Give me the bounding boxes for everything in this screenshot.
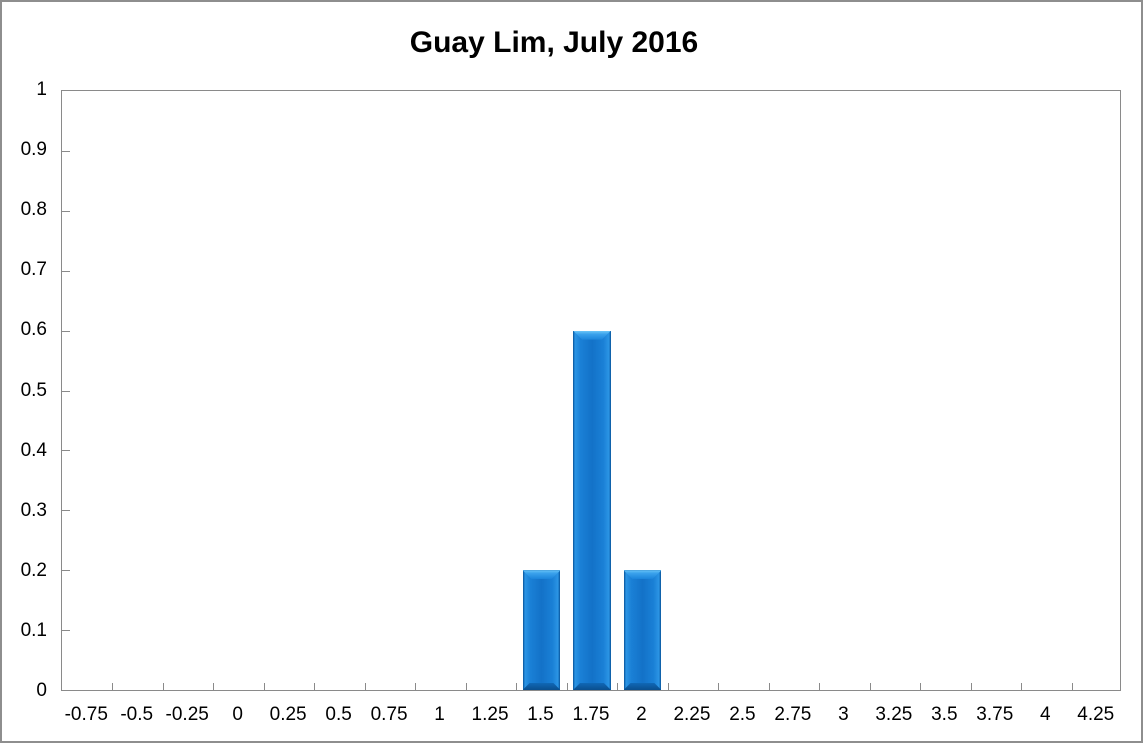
y-axis-tick: [62, 210, 70, 212]
x-axis-tick: [213, 683, 215, 690]
y-axis-tick-label: 1: [36, 79, 47, 100]
x-axis-tick-label: -0.75: [64, 704, 108, 725]
x-axis-tick-label: 2: [636, 704, 647, 725]
y-axis-tick-label: 0.4: [20, 439, 47, 461]
chart-title: Guay Lim, July 2016: [409, 26, 699, 59]
y-axis-tick-label: 0.6: [20, 319, 47, 341]
x-axis-tick-label: 1.25: [471, 704, 509, 725]
x-axis-tick-label: 0.75: [370, 704, 408, 725]
y-axis-tick: [62, 270, 70, 272]
x-axis-tick-label: 0: [232, 704, 243, 725]
y-axis-tick: [62, 150, 70, 152]
x-axis-tick-label: 3.25: [875, 704, 913, 725]
x-axis-tick: [1021, 683, 1023, 690]
x-axis-tick-label: 3.5: [931, 704, 958, 725]
y-axis-tick-label: 0.7: [20, 259, 47, 281]
x-axis-tick: [516, 683, 518, 690]
y-axis-tick-label: 0.3: [20, 499, 47, 521]
x-axis-tick: [869, 683, 871, 690]
x-axis-tick: [617, 683, 619, 690]
x-axis-tick: [718, 683, 720, 690]
bar-2: [623, 570, 662, 690]
x-axis-tick-label: 1.75: [572, 704, 610, 725]
x-axis-tick: [465, 683, 467, 690]
x-axis-tick-label: 2.25: [673, 704, 711, 725]
x-axis-tick: [920, 683, 922, 690]
x-axis-tick-label: 3.75: [976, 704, 1014, 725]
x-axis-tick-label: -0.5: [120, 704, 154, 725]
y-axis-tick: [62, 570, 70, 572]
x-axis-tick: [364, 683, 366, 690]
y-axis-tick: [62, 390, 70, 392]
y-axis-tick: [62, 330, 70, 332]
y-axis-tick: [62, 630, 70, 632]
x-axis-tick-label: 3: [838, 704, 849, 725]
x-axis-tick-label: 1.5: [527, 704, 554, 725]
x-axis-tick-label: 0.25: [269, 704, 307, 725]
y-axis-tick-label: 0.1: [20, 619, 47, 641]
y-axis-tick-label: 0.8: [20, 199, 47, 221]
x-axis-tick-label: 2.5: [729, 704, 756, 725]
y-axis-tick-label: 0.2: [20, 559, 47, 581]
y-axis-tick: [62, 510, 70, 512]
x-axis-tick: [162, 683, 164, 690]
plot-area: [61, 90, 1121, 691]
x-axis-tick: [768, 683, 770, 690]
x-axis-tick: [667, 683, 669, 690]
bar-1.5: [522, 570, 561, 690]
x-axis-tick-label: 0.5: [325, 704, 352, 725]
x-axis-tick: [263, 683, 265, 690]
x-axis-tick: [314, 683, 316, 690]
x-axis-tick: [819, 683, 821, 690]
x-axis-tick-label: 4.25: [1077, 704, 1115, 725]
y-axis-tick-label: 0.9: [20, 139, 47, 161]
x-axis-tick: [970, 683, 972, 690]
x-axis-tick: [566, 683, 568, 690]
y-axis-tick-label: 0.5: [20, 379, 47, 401]
x-axis-tick-label: 1: [434, 704, 445, 725]
x-axis-tick-label: 2.75: [774, 704, 812, 725]
x-axis-tick-label: 4: [1039, 704, 1051, 725]
y-axis-tick-label: 0: [36, 680, 47, 701]
bar-1.75: [573, 330, 611, 690]
x-axis-tick: [1071, 683, 1073, 690]
x-axis-tick: [415, 683, 417, 690]
x-axis-tick-label: -0.25: [165, 704, 209, 725]
y-axis-tick: [62, 450, 70, 452]
x-axis-tick: [112, 683, 114, 690]
